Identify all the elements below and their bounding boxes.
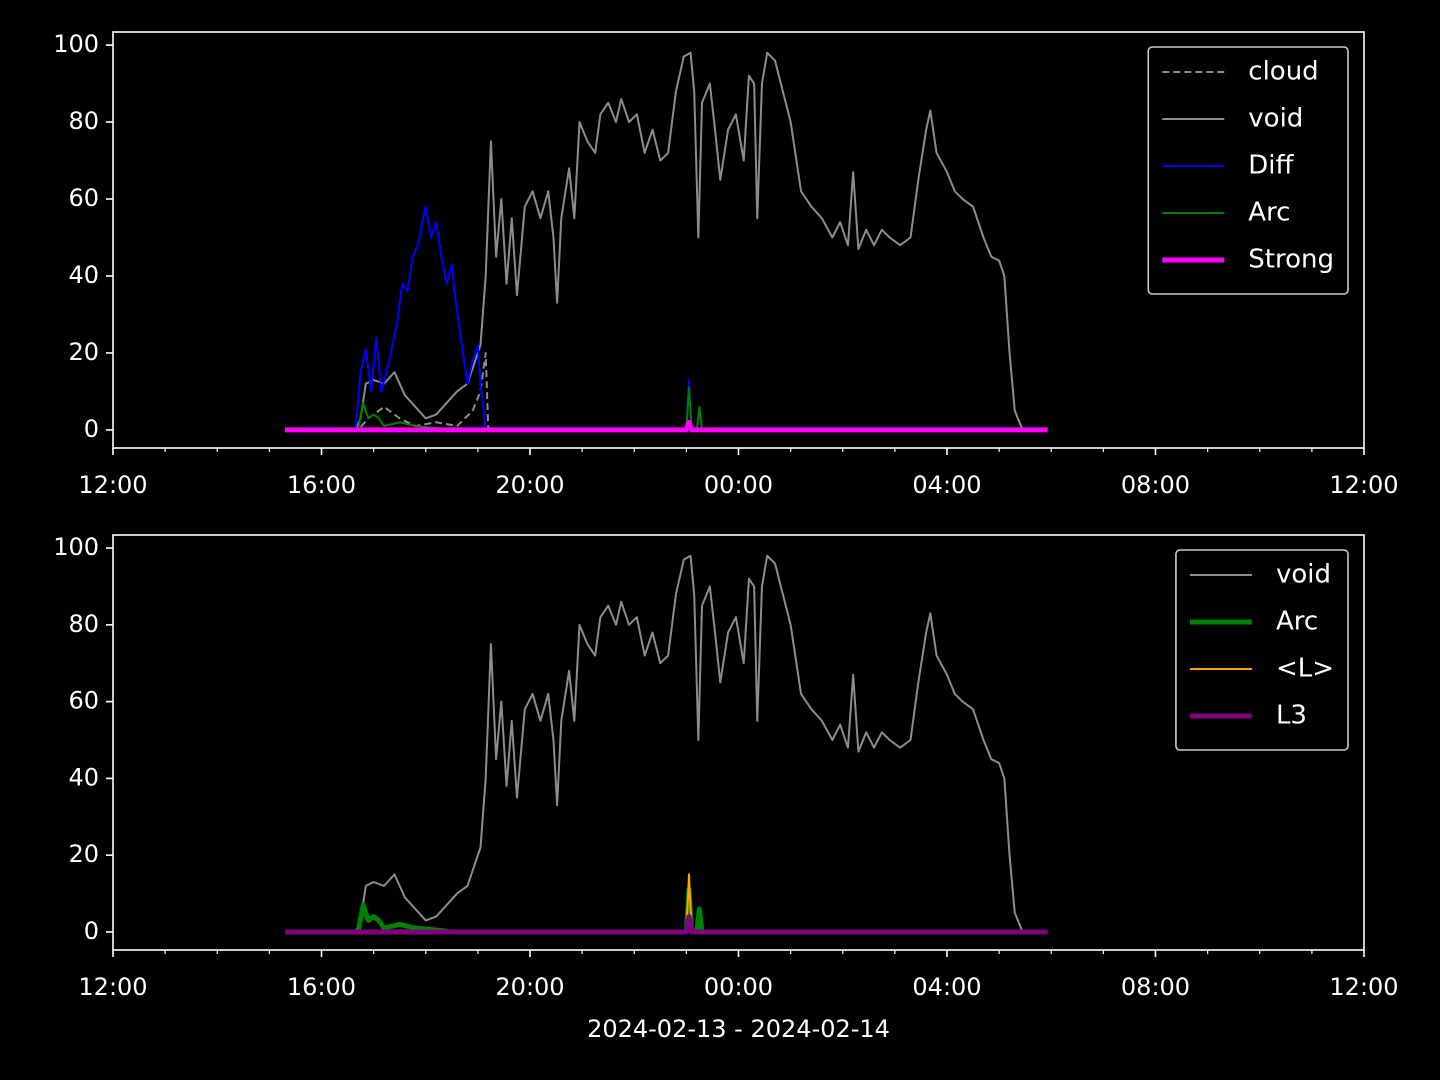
x-axis-label: 2024-02-13 - 2024-02-14	[587, 1015, 890, 1043]
y-tick-label: 60	[68, 687, 99, 715]
series-line	[285, 205, 1048, 431]
x-tick-label: 08:00	[1121, 471, 1190, 499]
y-tick-label: 60	[68, 184, 99, 212]
y-tick-label: 0	[84, 415, 99, 443]
x-tick-label: 12:00	[1329, 973, 1398, 1001]
series-line	[285, 419, 1048, 433]
legend: void Arc <L> L3	[1175, 549, 1349, 751]
legend-label: <L>	[1276, 654, 1334, 684]
x-tick-label: 04:00	[912, 471, 981, 499]
legend-label: Arc	[1276, 607, 1318, 637]
x-tick-label: 20:00	[495, 973, 564, 1001]
y-tick-label: 80	[68, 107, 99, 135]
legend-box	[1147, 46, 1349, 295]
x-tick-label: 12:00	[78, 973, 147, 1001]
legend-label: Arc	[1248, 198, 1290, 228]
y-tick-label: 100	[53, 30, 99, 58]
x-tick-label: 04:00	[912, 973, 981, 1001]
legend-label: Strong	[1248, 245, 1334, 275]
x-tick-label: 00:00	[704, 471, 773, 499]
y-tick-label: 0	[84, 917, 99, 945]
legend-label: Diff	[1248, 151, 1294, 181]
x-tick-label: 00:00	[704, 973, 773, 1001]
series-line	[285, 51, 1048, 431]
series-line	[285, 914, 1048, 935]
legend-label: void	[1276, 560, 1331, 590]
y-tick-label: 100	[53, 533, 99, 561]
series-line	[285, 887, 1048, 935]
x-tick-label: 12:00	[78, 471, 147, 499]
series-line	[285, 386, 1048, 431]
y-tick-label: 20	[68, 840, 99, 868]
legend-box	[1175, 549, 1349, 751]
x-tick-label: 08:00	[1121, 973, 1190, 1001]
x-tick-label: 12:00	[1329, 471, 1398, 499]
y-tick-label: 20	[68, 338, 99, 366]
x-tick-label: 16:00	[287, 973, 356, 1001]
y-tick-label: 40	[68, 261, 99, 289]
x-tick-label: 20:00	[495, 471, 564, 499]
y-tick-label: 40	[68, 763, 99, 791]
x-tick-label: 16:00	[287, 471, 356, 499]
legend: cloud void Diff Arc Strong	[1147, 46, 1349, 295]
legend-label: cloud	[1248, 57, 1318, 87]
y-tick-label: 80	[68, 610, 99, 638]
series-line	[285, 554, 1048, 933]
legend-label: void	[1248, 104, 1303, 134]
legend-label: L3	[1276, 701, 1307, 731]
